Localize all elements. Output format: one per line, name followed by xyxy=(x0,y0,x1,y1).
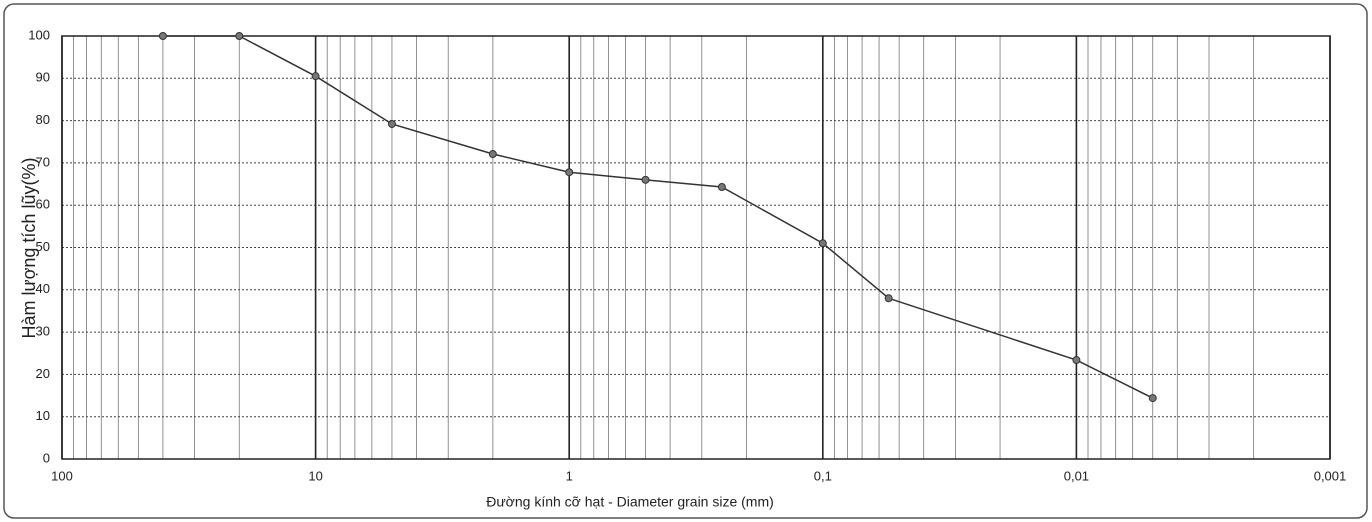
data-point xyxy=(311,72,320,81)
data-point xyxy=(1148,394,1157,403)
y-tick-label: 40 xyxy=(36,281,50,296)
y-tick-label: 70 xyxy=(36,154,50,169)
data-point xyxy=(818,239,827,248)
data-point xyxy=(235,32,244,40)
frame xyxy=(3,3,1368,519)
data-point xyxy=(565,168,574,177)
data-point xyxy=(387,119,396,128)
data-point xyxy=(158,32,167,40)
y-tick-label: 20 xyxy=(36,366,50,381)
plot-border xyxy=(61,35,1331,460)
data-line xyxy=(162,35,1154,399)
x-tick-label: 0,01 xyxy=(1064,468,1089,483)
y-tick-label: 80 xyxy=(36,112,50,127)
data-point xyxy=(884,294,893,303)
data-point xyxy=(641,175,650,184)
y-tick-label: 50 xyxy=(36,239,50,254)
y-tick-label: 0 xyxy=(43,450,50,465)
x-tick-label: 100 xyxy=(51,468,73,483)
x-tick-label: 1 xyxy=(566,468,573,483)
data-point xyxy=(1072,356,1081,365)
x-tick-label: 10 xyxy=(308,468,322,483)
y-tick-label: 10 xyxy=(36,408,50,423)
x-tick-label: 0,1 xyxy=(814,468,832,483)
y-tick-label: 90 xyxy=(36,70,50,85)
y-tick-label: 30 xyxy=(36,324,50,339)
data-point xyxy=(488,150,497,159)
y-axis-label: Hàm lượng tích lũy(%) xyxy=(19,158,39,339)
data-point xyxy=(717,183,726,192)
y-tick-label: 60 xyxy=(36,197,50,212)
x-axis-label: Đường kính cỡ hạt - Diameter grain size … xyxy=(486,494,774,510)
y-tick-label: 100 xyxy=(28,27,50,42)
x-tick-label: 0,001 xyxy=(1314,468,1347,483)
